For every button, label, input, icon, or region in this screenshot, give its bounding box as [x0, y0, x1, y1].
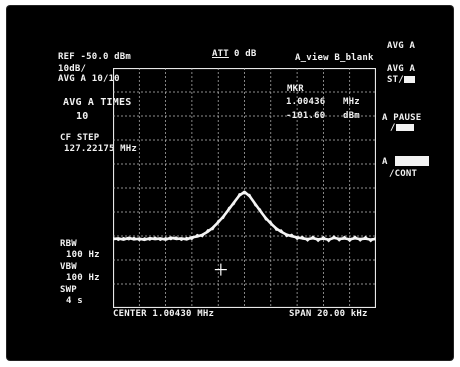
vbw-value: 100 Hz — [66, 273, 100, 283]
rbw-value: 100 Hz — [66, 250, 100, 260]
marker-frequency-unit: MHz — [343, 97, 360, 107]
marker-label: MKR — [287, 84, 304, 94]
softkey-a-pause-sub: / — [390, 124, 414, 133]
span: SPAN 20.00 kHz — [289, 309, 368, 319]
rbw-label: RBW — [60, 239, 77, 249]
swp-label: SWP — [60, 285, 77, 295]
view-state: A_view B_blank — [295, 53, 374, 63]
avg-times-label: AVG A TIMES — [63, 97, 132, 108]
softkey-avg-a-start-sub: ST/ — [387, 76, 415, 85]
swp-value: 4 s — [66, 296, 83, 306]
analyzer-screen — [7, 6, 453, 360]
attenuation-label: ATT — [212, 49, 229, 59]
marker-frequency: 1.00436 — [286, 97, 326, 107]
attenuation-value: 0 dB — [234, 49, 257, 59]
cf-step-value: 127.22175 MHz — [64, 144, 138, 154]
softkey-avg-a-label: AVG A — [387, 41, 416, 51]
avg-times-value: 10 — [76, 111, 89, 122]
center-frequency: CENTER 1.00430 MHz — [113, 309, 215, 319]
softkey-a-pause-sublabel: / — [390, 123, 396, 133]
marker-level-unit: dBm — [343, 111, 360, 121]
softkey-avg-a-start-sublabel: ST/ — [387, 75, 404, 85]
softkey-avg-a-start-label: AVG A — [387, 64, 416, 74]
vbw-label: VBW — [60, 262, 77, 272]
cf-step-label: CF STEP — [60, 133, 100, 143]
softkey-a-pause-label: A PAUSE — [382, 113, 422, 123]
softkey-highlight — [395, 124, 414, 131]
softkey-highlight — [403, 76, 415, 83]
spectrum-display — [113, 68, 376, 308]
average-count: AVG A 10/10 — [58, 74, 120, 84]
ref-level: REF -50.0 dBm — [58, 52, 132, 62]
softkey-a-cont-sublabel: /CONT — [389, 169, 418, 179]
scale: 10dB/ — [58, 64, 87, 74]
softkey-a-cont-highlight — [395, 156, 429, 166]
spectrum-trace-noise — [113, 193, 376, 243]
softkey-a-cont-label: A — [382, 157, 388, 167]
